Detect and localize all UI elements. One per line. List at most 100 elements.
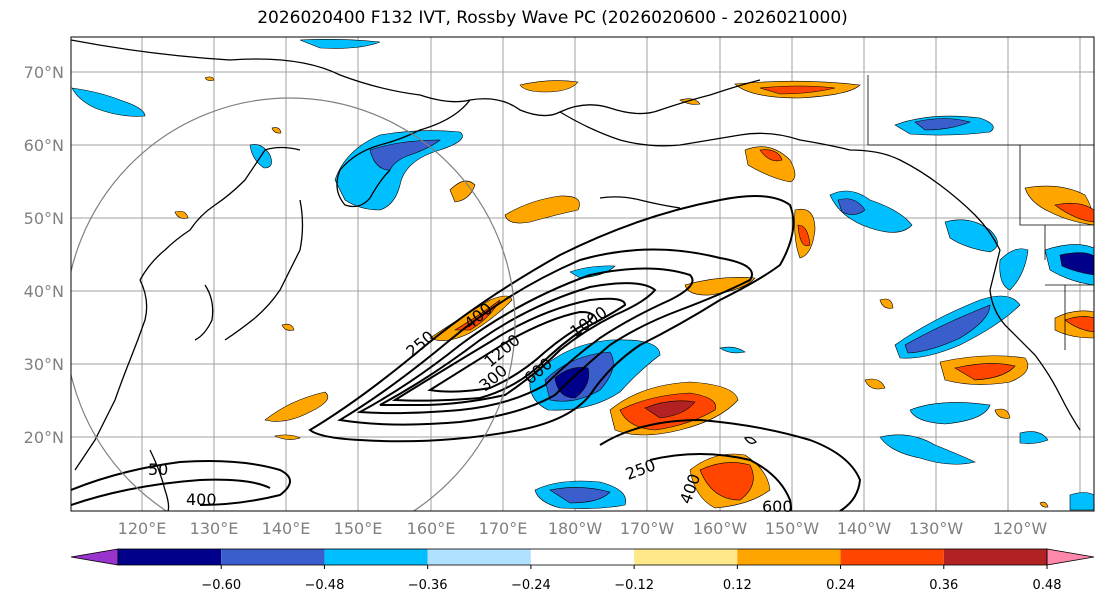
- positive-anomaly-patch: [1039, 501, 1049, 508]
- positive-anomaly-patch: [271, 127, 282, 134]
- ivt-contours: [71, 195, 862, 511]
- coastline-korea: [194, 284, 214, 341]
- colorbar-tick-label: 0.24: [826, 578, 855, 593]
- longitude-label: 140°E: [262, 519, 311, 538]
- longitude-label: 130°E: [190, 519, 239, 538]
- negative-anomaly-patch: [299, 39, 381, 49]
- negative-anomaly-patch: [719, 346, 746, 354]
- positive-anomaly-patch: [644, 400, 696, 419]
- coastline-alaska: [559, 111, 1001, 251]
- country-borders: [867, 75, 1094, 350]
- coastline-na-west: [989, 249, 1081, 431]
- negative-anomaly-patch: [369, 139, 441, 171]
- latitude-label: 70°N: [24, 63, 64, 82]
- latitude-label: 20°N: [24, 428, 64, 447]
- colorbar-segment: [634, 549, 738, 565]
- colorbar-segment: [530, 549, 635, 565]
- negative-anomaly-patch: [71, 87, 146, 117]
- positive-anomaly-patch: [744, 146, 796, 183]
- longitude-label: 180°W: [548, 519, 603, 538]
- coastline-china: [74, 279, 148, 471]
- ivt-contour-250: [308, 195, 795, 443]
- colorbar-segment: [118, 549, 222, 565]
- colorbar-extend-low: [70, 548, 119, 566]
- positive-anomaly-patch: [1054, 203, 1094, 223]
- colorbar-outline: [117, 548, 1048, 566]
- latitude-labels: 70°N 60°N 50°N 40°N 30°N 20°N: [24, 63, 64, 447]
- positive-anomaly-patch: [679, 98, 701, 105]
- colorbar-tick-label: 0.36: [929, 578, 958, 593]
- longitude-label: 160°E: [407, 519, 456, 538]
- coastline-aleutian: [599, 196, 681, 209]
- contour-label: 600: [762, 497, 793, 516]
- positive-anomaly-patch: [797, 224, 811, 247]
- map-title: 2026020400 F132 IVT, Rossby Wave PC (202…: [257, 8, 848, 28]
- longitude-label: 160°W: [693, 519, 748, 538]
- negative-anomaly-patch: [549, 487, 611, 504]
- positive-anomaly-patch: [864, 378, 886, 390]
- positive-anomaly-patch: [879, 298, 894, 309]
- latitude-label: 30°N: [24, 355, 64, 374]
- ivt-contour-inner-south: [649, 453, 792, 511]
- colorbar-segment: [427, 549, 531, 565]
- reference-circle: [71, 97, 516, 511]
- positive-anomaly-patch: [174, 210, 189, 219]
- colorbar-segment: [737, 549, 841, 565]
- negative-anomaly-patch: [909, 402, 991, 425]
- longitude-label: 150°W: [765, 519, 820, 538]
- negative-anomaly-patch: [569, 265, 616, 279]
- ivt-contour-outer-3: [71, 478, 271, 506]
- positive-anomaly-patch: [264, 391, 329, 422]
- colorbar-tick-label: −0.12: [614, 578, 654, 593]
- colorbar-segment: [221, 549, 325, 565]
- negative-anomaly-patch: [914, 118, 971, 131]
- positive-anomaly-patch: [204, 76, 215, 81]
- colorbar-tick-label: 0.12: [723, 578, 752, 593]
- positive-anomaly-patch: [684, 277, 756, 296]
- colorbar-tick-label: 0.48: [1033, 578, 1062, 593]
- negative-anomaly-patch: [1019, 431, 1049, 444]
- lat-lon-grid: [71, 37, 1094, 511]
- negative-anomaly-patch: [554, 367, 589, 399]
- positive-anomaly-patch: [281, 323, 295, 331]
- negative-anomaly-patch: [837, 198, 866, 215]
- longitude-label: 150°E: [334, 519, 383, 538]
- coastlines: [71, 39, 1081, 511]
- coastline-philippines: [149, 449, 170, 511]
- positive-anomaly-patch: [274, 434, 301, 440]
- colorbar-tick-label: −0.60: [201, 578, 241, 593]
- positive-anomaly-patch: [954, 363, 1016, 381]
- longitude-label: 170°E: [479, 519, 528, 538]
- ivt-contour-1200: [427, 310, 594, 393]
- coastline-japan: [224, 199, 304, 341]
- longitude-label: 120°W: [993, 519, 1048, 538]
- ivt-contour-outer: [599, 418, 862, 511]
- latitude-label: 60°N: [24, 136, 64, 155]
- coastline-asia: [71, 39, 761, 117]
- ivt-contour-1000: [391, 297, 627, 402]
- positive-anomaly-patch: [759, 149, 783, 162]
- negative-anomaly-patch: [1059, 252, 1094, 276]
- coastline-okhotsk: [139, 146, 301, 281]
- positive-anomaly-patch: [504, 195, 580, 224]
- longitude-labels: 120°E 130°E 140°E 150°E 160°E 170°E 180°W 170°W…: [118, 519, 1048, 538]
- longitude-label: 120°E: [118, 519, 167, 538]
- colorbar-tick-label: −0.48: [305, 578, 345, 593]
- positive-anomaly-patch: [994, 408, 1011, 419]
- longitude-label: 170°W: [620, 519, 675, 538]
- negative-anomaly-patch: [999, 248, 1029, 291]
- positive-anomaly-patch: [519, 80, 579, 93]
- map-frame: [70, 36, 1095, 512]
- positive-anomaly-patch: [1064, 316, 1094, 333]
- ivt-contour-800: [379, 282, 657, 406]
- contour-label: 400: [186, 490, 217, 509]
- negative-anomaly-patch: [904, 304, 991, 354]
- coastline-kamchatka: [336, 99, 471, 208]
- latitude-label: 40°N: [24, 282, 64, 301]
- coastline-hawaii: [743, 436, 757, 444]
- latitude-label: 50°N: [24, 209, 64, 228]
- ivt-contour-400: [337, 248, 753, 426]
- positive-anomaly-patch: [759, 85, 836, 95]
- colorbar-segment: [840, 549, 944, 565]
